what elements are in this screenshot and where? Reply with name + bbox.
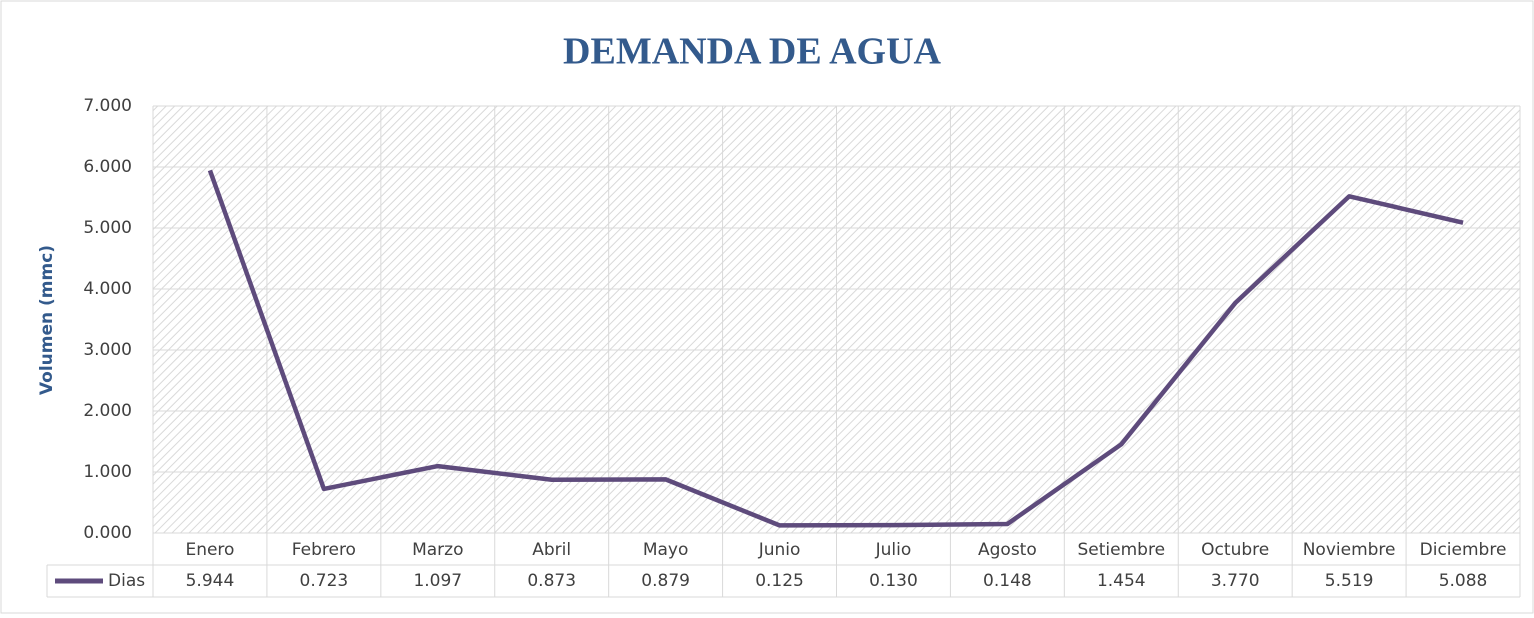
x-tick-label: Enero	[185, 540, 234, 560]
x-tick-label: Mayo	[643, 540, 689, 560]
y-tick-label: 0.000	[83, 523, 132, 543]
table-value: 0.130	[869, 571, 918, 591]
table-value: 1.097	[413, 571, 462, 591]
y-tick-label: 6.000	[83, 157, 132, 177]
table-value: 0.879	[641, 571, 690, 591]
x-tick-label: Marzo	[412, 540, 463, 560]
table-value: 5.944	[186, 571, 235, 591]
x-tick-label: Setiembre	[1078, 540, 1166, 560]
x-tick-label: Junio	[758, 540, 801, 560]
chart-title: DEMANDA DE AGUA	[563, 31, 941, 73]
data-line	[207, 169, 1464, 528]
y-tick-label: 4.000	[83, 279, 132, 299]
y-tick-label: 5.000	[83, 218, 132, 238]
x-tick-label: Febrero	[292, 540, 356, 560]
table-value: 0.148	[983, 571, 1032, 591]
y-tick-label: 7.000	[83, 96, 132, 116]
x-tick-label: Diciembre	[1420, 540, 1507, 560]
x-tick-label: Noviembre	[1303, 540, 1396, 560]
table-value: 0.723	[300, 571, 349, 591]
table-value: 5.088	[1439, 571, 1488, 591]
y-tick-label: 1.000	[83, 462, 132, 482]
table-value: 5.519	[1325, 571, 1374, 591]
x-tick-label: Abril	[532, 540, 571, 560]
y-axis-label: Volumen (mmc)	[37, 245, 57, 395]
table-value: 1.454	[1097, 571, 1146, 591]
table-value: 3.770	[1211, 571, 1260, 591]
table-value: 0.125	[755, 571, 804, 591]
table-value: 0.873	[527, 571, 576, 591]
x-tick-label: Agosto	[978, 540, 1037, 560]
y-tick-label: 3.000	[83, 340, 132, 360]
y-tick-label: 2.000	[83, 401, 132, 421]
x-tick-label: Octubre	[1201, 540, 1269, 560]
legend-label: Dias	[108, 571, 145, 591]
x-tick-label: Julio	[875, 540, 912, 560]
